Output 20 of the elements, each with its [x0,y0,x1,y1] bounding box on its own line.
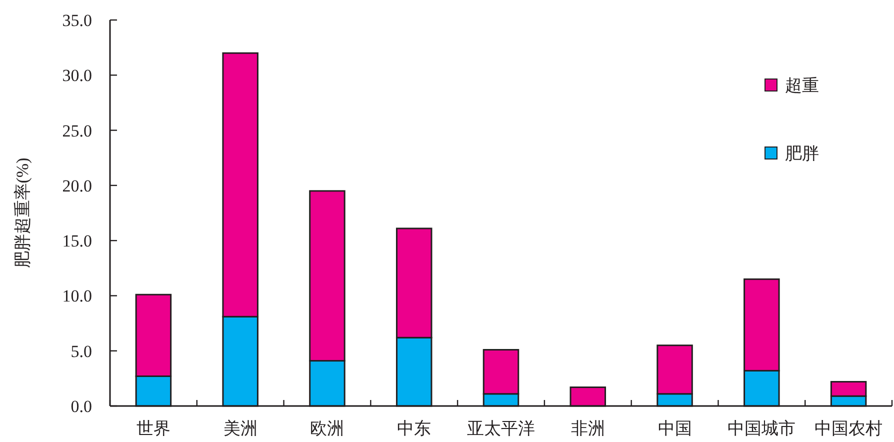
y-tick-label: 25.0 [62,121,92,140]
x-tick-label: 美洲 [223,419,258,438]
y-tick-label: 15.0 [62,232,92,251]
x-tick-label: 中国农村 [814,419,883,438]
legend-label: 超重 [785,76,819,95]
x-tick-label: 欧洲 [310,419,344,438]
x-tick-label: 中国 [658,419,692,438]
legend-label: 肥胖 [785,144,819,163]
y-tick-label: 0.0 [70,397,92,416]
x-tick-label: 中国城市 [728,419,796,438]
x-tick-label: 中东 [397,419,432,438]
y-tick-label: 10.0 [62,286,92,306]
x-tick-label: 亚太平洋 [467,419,535,438]
x-tick-label: 世界 [136,419,170,438]
y-tick-label: 5.0 [70,342,92,361]
x-tick-label: 非洲 [570,419,605,438]
y-tick-label: 20.0 [62,176,92,196]
y-tick-label: 30.0 [62,66,92,86]
y-axis-title: 肥胖超重率(%) [13,158,32,268]
y-tick-label: 35.0 [62,11,92,30]
